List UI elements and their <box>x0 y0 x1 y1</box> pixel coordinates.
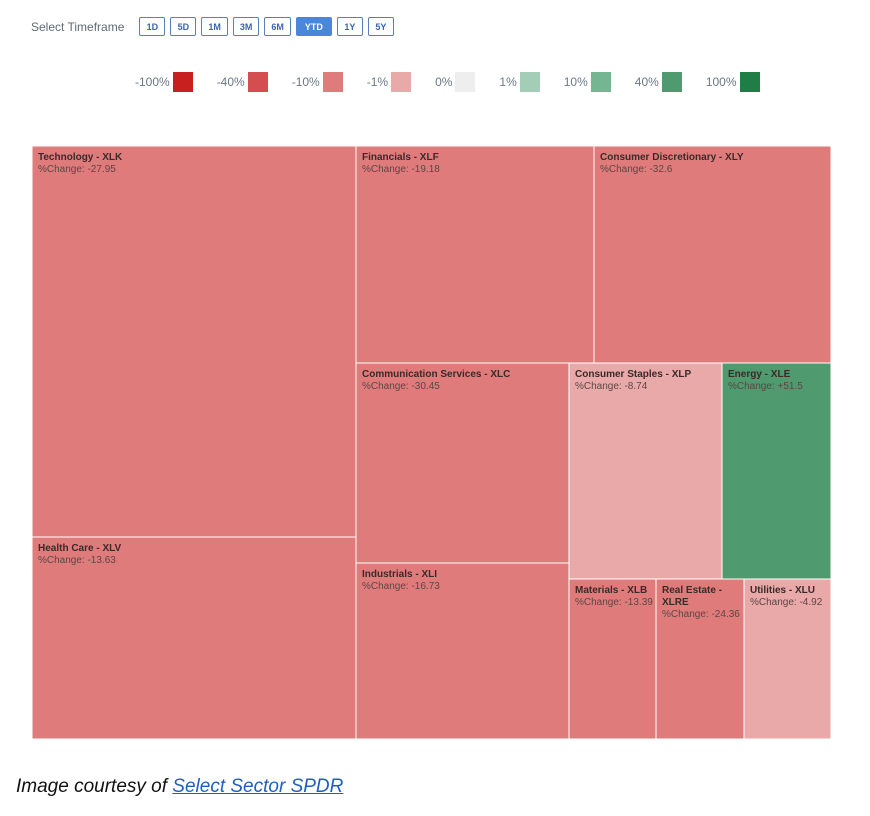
legend-label: 100% <box>705 75 737 89</box>
legend-item: 0% <box>435 72 476 92</box>
timeframe-button-1y[interactable]: 1Y <box>336 17 363 36</box>
credit-prefix: Image courtesy of <box>16 776 173 797</box>
tile-title: Consumer Staples - XLP <box>575 369 691 380</box>
treemap-tile[interactable]: Health Care - XLV%Change: -13.63 <box>31 536 357 740</box>
legend-label: 0% <box>435 75 453 89</box>
legend-swatch <box>247 72 268 92</box>
treemap-tile[interactable]: Energy - XLE%Change: +51.5 <box>721 362 832 580</box>
timeframe-button-5y[interactable]: 5Y <box>367 17 394 36</box>
tile-change-value: %Change: -24.36 <box>662 609 740 620</box>
legend-swatch <box>590 72 611 92</box>
legend-label: 1% <box>499 75 517 89</box>
tile-rect <box>355 145 595 364</box>
treemap-tile[interactable]: Technology - XLK%Change: -27.95 <box>31 145 357 538</box>
timeframe-button-1m[interactable]: 1M <box>201 17 228 36</box>
legend-item: 100% <box>706 72 760 92</box>
tile-change-value: %Change: +51.5 <box>728 381 803 392</box>
legend-label: -10% <box>291 75 320 89</box>
legend-label: -100% <box>135 75 170 89</box>
timeframe-button-5d[interactable]: 5D <box>170 17 197 36</box>
tile-rect <box>568 578 657 740</box>
treemap-tile[interactable]: Industrials - XLI%Change: -16.73 <box>355 562 570 740</box>
legend-label: 10% <box>563 75 588 89</box>
credit-link[interactable]: Select Sector SPDR <box>172 776 344 797</box>
treemap-tile[interactable]: Financials - XLF%Change: -19.18 <box>355 145 595 364</box>
timeframe-selector: Select Timeframe 1D 5D 1M 3M 6M YTD 1Y 5… <box>31 17 394 36</box>
tile-change-value: %Change: -32.6 <box>600 164 673 175</box>
legend-item: 40% <box>635 72 682 92</box>
tile-change-value: %Change: -4.92 <box>750 597 823 608</box>
color-legend: -100% -40% -10% -1% 0% 1% 10% 40% 100% <box>135 72 784 92</box>
treemap-tile[interactable]: Consumer Discretionary - XLY%Change: -32… <box>593 145 832 364</box>
tile-title: Technology - XLK <box>38 152 123 163</box>
tile-title: Industrials - XLI <box>362 569 437 580</box>
legend-label: -1% <box>366 75 389 89</box>
image-credit: Image courtesy of Select Sector SPDR <box>16 776 343 798</box>
tile-rect <box>721 362 832 580</box>
tile-title: Health Care - XLV <box>38 543 121 554</box>
tile-rect <box>31 536 357 740</box>
legend-label: -40% <box>216 75 245 89</box>
tile-rect <box>355 562 570 740</box>
treemap-tile[interactable]: Communication Services - XLC%Change: -30… <box>355 362 570 564</box>
legend-swatch <box>172 72 193 92</box>
timeframe-button-6m[interactable]: 6M <box>264 17 291 36</box>
treemap-tile[interactable]: Utilities - XLU%Change: -4.92 <box>743 578 832 740</box>
legend-swatch <box>739 72 760 92</box>
tile-change-value: %Change: -19.18 <box>362 164 440 175</box>
legend-swatch <box>391 72 412 92</box>
legend-swatch <box>455 72 476 92</box>
tile-title: Consumer Discretionary - XLY <box>600 152 744 163</box>
treemap-tile[interactable]: Materials - XLB%Change: -13.39 <box>568 578 657 740</box>
legend-item: -1% <box>366 72 412 92</box>
legend-swatch <box>519 72 540 92</box>
treemap-tile[interactable]: Consumer Staples - XLP%Change: -8.74 <box>568 362 723 580</box>
tile-title: Utilities - XLU <box>750 585 815 596</box>
tile-change-value: %Change: -8.74 <box>575 381 648 392</box>
timeframe-button-3m[interactable]: 3M <box>232 17 260 36</box>
tile-title: Communication Services - XLC <box>362 369 510 380</box>
legend-item: -10% <box>292 72 343 92</box>
tile-title: Real Estate - <box>662 585 722 596</box>
tile-title: XLRE <box>662 597 689 608</box>
timeframe-button-ytd[interactable]: YTD <box>295 17 332 36</box>
tile-change-value: %Change: -13.63 <box>38 555 116 566</box>
timeframe-label: Select Timeframe <box>31 19 125 34</box>
legend-item: -100% <box>135 72 193 92</box>
tile-change-value: %Change: -27.95 <box>38 164 116 175</box>
tile-title: Materials - XLB <box>575 585 647 596</box>
tile-rect <box>355 362 570 564</box>
tile-rect <box>31 145 357 538</box>
tile-title: Financials - XLF <box>362 152 439 163</box>
tile-rect <box>655 578 745 740</box>
legend-swatch <box>661 72 682 92</box>
legend-item: 1% <box>499 72 540 92</box>
legend-item: 10% <box>564 72 611 92</box>
legend-item: -40% <box>217 72 268 92</box>
treemap-tile[interactable]: Real Estate -XLRE%Change: -24.36 <box>655 578 745 740</box>
tile-change-value: %Change: -13.39 <box>575 597 653 608</box>
timeframe-button-1d[interactable]: 1D <box>139 17 166 36</box>
legend-label: 40% <box>634 75 659 89</box>
tile-rect <box>568 362 723 580</box>
tile-title: Energy - XLE <box>728 369 791 380</box>
tile-change-value: %Change: -30.45 <box>362 381 440 392</box>
tile-change-value: %Change: -16.73 <box>362 581 440 592</box>
tile-rect <box>593 145 832 364</box>
tile-rect <box>743 578 832 740</box>
legend-swatch <box>322 72 343 92</box>
